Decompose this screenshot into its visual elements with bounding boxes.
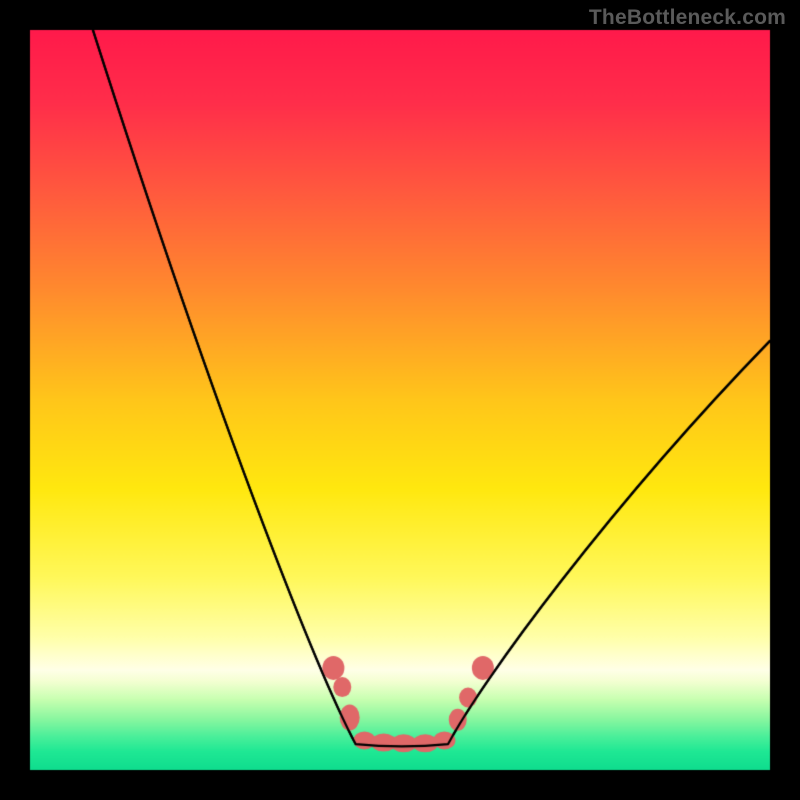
chart-stage: TheBottleneck.com <box>0 0 800 800</box>
watermark-text: TheBottleneck.com <box>589 6 786 30</box>
bottleneck-curve-chart <box>0 0 800 800</box>
